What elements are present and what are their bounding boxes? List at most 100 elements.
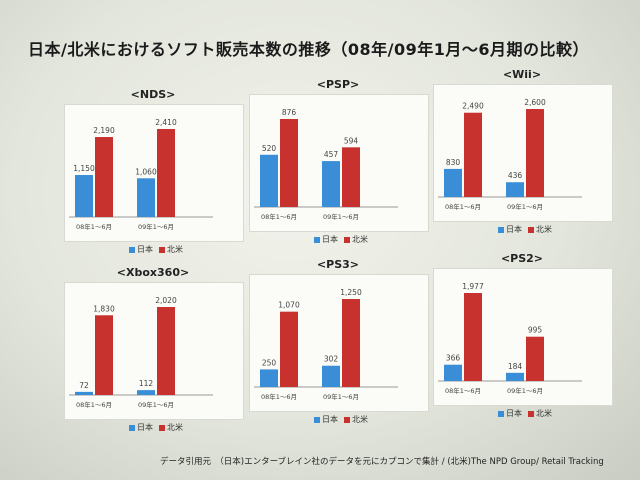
legend-swatch-japan (498, 226, 504, 233)
chart-panel: <PS3> 250 1,070 08年1～6月 302 1,250 09年1～6月日本 北米 (243, 258, 433, 448)
legend-label-japan: 日本 (506, 225, 522, 234)
legend-swatch-japan (129, 424, 135, 431)
bar-chart: 250 1,070 08年1～6月 302 1,250 09年1～6月 (254, 288, 398, 401)
data-label: 112 (139, 379, 154, 388)
plot-area: 72 1,830 08年1～6月 112 2,020 09年1～6月 (64, 282, 244, 420)
data-label: 2,410 (155, 118, 177, 127)
bar-japan (322, 161, 340, 207)
chart-panel: <NDS> 1,150 2,190 08年1～6月 1,060 2,410 09年1～6月日… (58, 88, 248, 278)
bar-japan (75, 391, 93, 395)
legend-swatch-north-america (344, 416, 350, 423)
x-tick-label: 08年1～6月 (76, 400, 112, 409)
data-label: 1,250 (340, 288, 362, 297)
data-label: 995 (528, 326, 543, 335)
legend-label-japan: 日本 (506, 409, 522, 418)
data-label: 302 (324, 355, 339, 364)
legend-label-japan: 日本 (137, 245, 153, 254)
data-label: 830 (446, 158, 461, 167)
legend: 日本 北米 (243, 414, 433, 425)
data-label: 1,977 (462, 282, 484, 291)
data-label: 1,070 (278, 301, 300, 310)
data-label: 184 (508, 362, 523, 371)
legend-swatch-north-america (528, 410, 534, 417)
legend-label-japan: 日本 (137, 423, 153, 432)
bar-japan (75, 175, 93, 217)
x-tick-label: 08年1～6月 (445, 386, 481, 395)
bar-north-america (280, 311, 298, 387)
x-tick-label: 09年1～6月 (138, 222, 174, 231)
x-tick-label: 08年1～6月 (445, 202, 481, 211)
legend: 日本 北米 (427, 408, 617, 419)
chart-title: <PS2> (500, 252, 544, 265)
chart-title: <PS3> (316, 258, 360, 271)
data-label: 1,830 (93, 304, 115, 313)
legend-swatch-north-america (159, 246, 165, 253)
bar-north-america (95, 137, 113, 217)
data-source-footer: データ引用元 （日本)エンターブレイン社のデータを元にカプコンで集計 / (北米… (160, 457, 604, 467)
bar-japan (260, 154, 278, 207)
bar-chart: 830 2,490 08年1～6月 436 2,600 09年1～6月 (438, 98, 582, 211)
legend-swatch-north-america (159, 424, 165, 431)
legend-label-japan: 日本 (322, 415, 338, 424)
data-label: 366 (446, 354, 461, 363)
x-tick-label: 09年1～6月 (507, 386, 543, 395)
bar-north-america (526, 109, 544, 197)
bar-japan (506, 372, 524, 381)
chart-panel: <PSP> 520 876 08年1～6月 457 594 09年1～6月 日本 北米 (243, 78, 433, 268)
data-label: 2,490 (462, 102, 484, 111)
data-label: 1,060 (135, 167, 157, 176)
bar-north-america (95, 315, 113, 395)
x-tick-label: 08年1～6月 (261, 392, 297, 401)
bar-north-america (157, 307, 175, 395)
plot-area: 366 1,977 08年1～6月 184 995 09年1～6月 (433, 268, 613, 406)
bar-japan (137, 178, 155, 217)
data-label: 2,600 (524, 98, 546, 107)
chart-title: <Wii> (502, 68, 542, 81)
bar-north-america (526, 336, 544, 381)
legend-swatch-japan (314, 416, 320, 423)
legend-label-japan: 日本 (322, 235, 338, 244)
x-tick-label: 09年1～6月 (323, 212, 359, 221)
data-label: 72 (79, 381, 89, 390)
x-tick-label: 08年1～6月 (261, 212, 297, 221)
chart-title: <Xbox360> (116, 266, 190, 279)
bar-north-america (280, 119, 298, 207)
legend-label-north-america: 北米 (167, 423, 183, 432)
x-tick-label: 09年1～6月 (138, 400, 174, 409)
legend-swatch-japan (129, 246, 135, 253)
legend: 日本 北米 (58, 422, 248, 433)
bar-north-america (464, 112, 482, 197)
bar-japan (506, 182, 524, 197)
x-tick-label: 09年1～6月 (323, 392, 359, 401)
chart-panel: <Xbox360> 72 1,830 08年1～6月 112 2,020 09年1～6月 日本… (58, 266, 248, 456)
x-tick-label: 08年1～6月 (76, 222, 112, 231)
data-label: 436 (508, 171, 523, 180)
legend: 日本 北米 (58, 244, 248, 255)
legend-swatch-japan (498, 410, 504, 417)
legend-label-north-america: 北米 (536, 225, 552, 234)
data-label: 250 (262, 358, 277, 367)
bar-north-america (157, 129, 175, 217)
data-label: 457 (324, 150, 339, 159)
bar-north-america (342, 147, 360, 207)
bar-japan (137, 390, 155, 395)
bar-north-america (464, 293, 482, 381)
bar-chart: 366 1,977 08年1～6月 184 995 09年1～6月 (438, 282, 582, 395)
legend-label-north-america: 北米 (536, 409, 552, 418)
bar-north-america (342, 299, 360, 387)
bar-japan (444, 364, 462, 381)
legend: 日本 北米 (243, 234, 433, 245)
legend-swatch-north-america (344, 236, 350, 243)
bar-japan (260, 369, 278, 387)
legend-swatch-north-america (528, 226, 534, 233)
data-label: 2,020 (155, 296, 177, 305)
legend: 日本 北米 (427, 224, 617, 235)
x-tick-label: 09年1～6月 (507, 202, 543, 211)
chart-title: <PSP> (316, 78, 360, 91)
bar-japan (444, 168, 462, 197)
data-label: 520 (262, 144, 277, 153)
data-label: 2,190 (93, 126, 115, 135)
chart-title: <NDS> (130, 88, 176, 101)
bar-chart: 72 1,830 08年1～6月 112 2,020 09年1～6月 (69, 296, 213, 409)
chart-panel: <Wii> 830 2,490 08年1～6月 436 2,600 09年1～6月 日本 北米 (427, 68, 617, 258)
